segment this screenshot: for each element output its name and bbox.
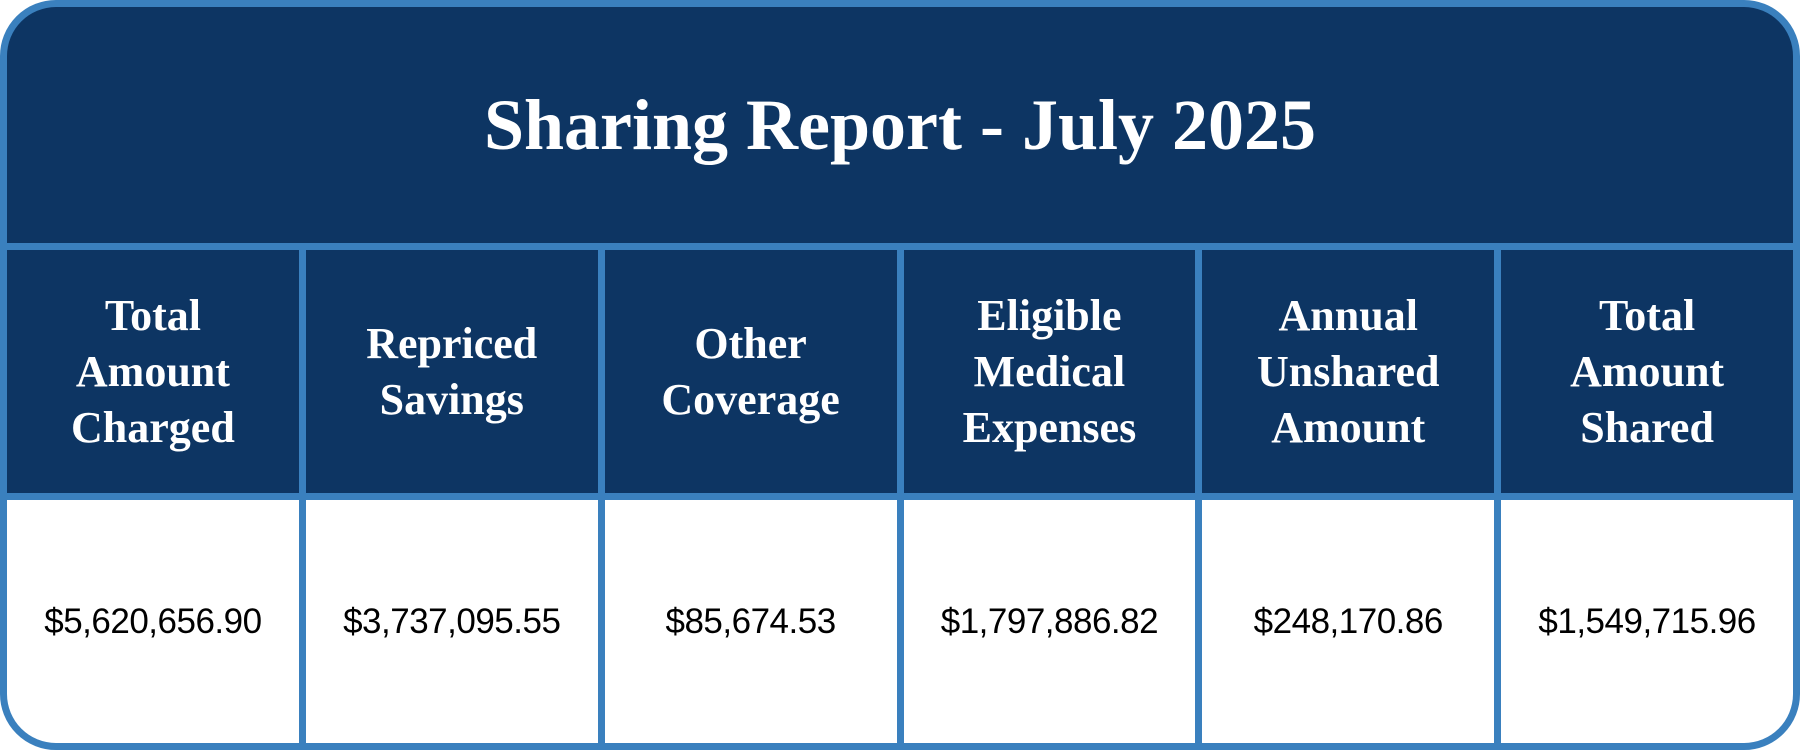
report-grid: Total Amount Charged Repriced Savings Ot… [7, 250, 1793, 743]
value-total-amount-charged: $5,620,656.90 [7, 500, 299, 743]
value-total-amount-shared: $1,549,715.96 [1501, 500, 1793, 743]
report-title: Sharing Report - July 2025 [7, 7, 1793, 243]
column-header-eligible-medical-expenses: Eligible Medical Expenses [903, 250, 1196, 493]
column-header-total-amount-charged: Total Amount Charged [7, 250, 299, 493]
value-other-coverage: $85,674.53 [604, 500, 897, 743]
column-header-annual-unshared-amount: Annual Unshared Amount [1202, 250, 1495, 493]
column-header-total-amount-shared: Total Amount Shared [1501, 250, 1793, 493]
column-header-other-coverage: Other Coverage [604, 250, 897, 493]
value-repriced-savings: $3,737,095.55 [305, 500, 598, 743]
value-eligible-medical-expenses: $1,797,886.82 [903, 500, 1196, 743]
column-header-repriced-savings: Repriced Savings [305, 250, 598, 493]
value-annual-unshared-amount: $248,170.86 [1202, 500, 1495, 743]
